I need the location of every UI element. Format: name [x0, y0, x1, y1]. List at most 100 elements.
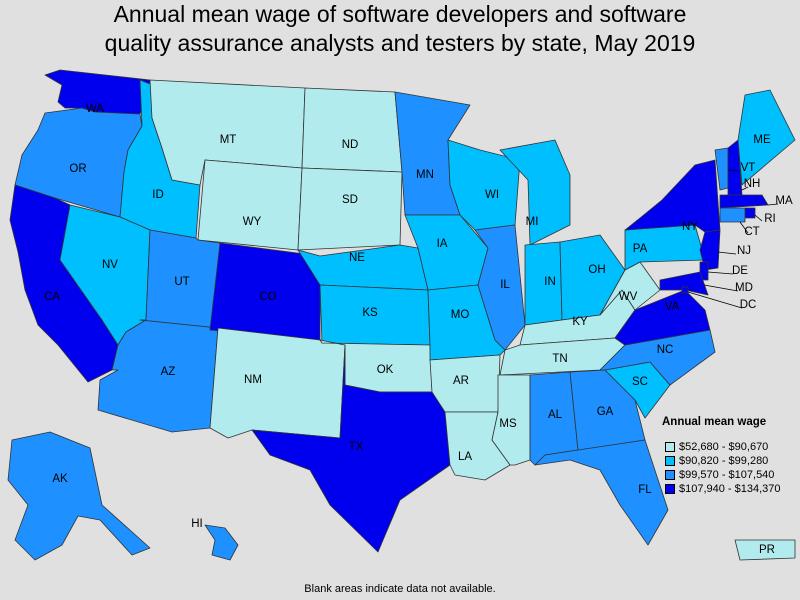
- leader-line-de: [707, 271, 734, 275]
- legend-item: $99,570 - $107,540: [665, 468, 797, 482]
- state-nm: [209, 327, 346, 439]
- state-label-la: LA: [458, 451, 472, 463]
- state-label-nc: NC: [657, 344, 674, 356]
- state-label-ny: NY: [682, 221, 698, 233]
- state-ma: [719, 194, 769, 209]
- state-label-nj: NJ: [737, 245, 751, 257]
- legend-item: $107,940 - $134,370: [665, 482, 797, 496]
- leader-line-md: [703, 284, 739, 292]
- state-mi: [499, 139, 571, 246]
- state-label-ak: AK: [52, 473, 68, 485]
- state-label-ms: MS: [499, 418, 517, 430]
- title-line-2: quality assurance analysts and testers b…: [104, 30, 696, 56]
- state-pr: [734, 539, 796, 561]
- state-label-ri: RI: [764, 213, 776, 225]
- state-label-mn: MN: [416, 169, 434, 181]
- state-md: [659, 271, 709, 296]
- state-fl: [534, 439, 669, 546]
- state-label-fl: FL: [638, 484, 652, 496]
- state-label-md: MD: [735, 282, 753, 294]
- leaders-layer: [687, 169, 779, 309]
- state-label-il: IL: [500, 279, 510, 291]
- legend-swatch: [665, 484, 675, 494]
- state-ct: [719, 207, 746, 223]
- labels-layer: WA OR CA ID NV MT WY UT AZ CO NM ND SD NE KS OK TX MN IA MO…: [44, 103, 793, 556]
- legend-swatch: [665, 456, 675, 466]
- state-label-tx: TX: [349, 441, 364, 453]
- state-wy: [197, 159, 303, 251]
- legend-title: Annual mean wage: [662, 416, 767, 428]
- state-label-co: CO: [259, 291, 276, 303]
- state-ny: [624, 159, 721, 233]
- state-label-wy: WY: [243, 216, 262, 228]
- legend-swatch: [665, 442, 675, 452]
- legend-label: $52,680 - $90,670: [679, 441, 769, 453]
- state-label-mo: MO: [451, 309, 470, 321]
- state-label-id: ID: [152, 189, 164, 201]
- state-label-ky: KY: [572, 316, 588, 328]
- leader-line-ri: [754, 214, 763, 222]
- state-label-pr: PR: [759, 544, 775, 556]
- state-va: [614, 289, 711, 346]
- state-ri: [744, 207, 756, 219]
- leader-line-vt: [727, 169, 739, 172]
- state-label-wv: WV: [619, 291, 638, 303]
- state-tx: [251, 344, 451, 553]
- legend-label: $107,940 - $134,370: [679, 483, 781, 495]
- state-label-dc: DC: [740, 299, 757, 311]
- state-label-vt: VT: [741, 162, 756, 174]
- state-label-tn: TN: [552, 353, 567, 365]
- legend-label: $99,570 - $107,540: [679, 469, 775, 481]
- state-label-ar: AR: [453, 375, 469, 387]
- leader-line-dc: [687, 291, 743, 309]
- legend-item: $52,680 - $90,670: [665, 440, 797, 454]
- leader-line-ct: [739, 221, 749, 234]
- state-label-or: OR: [69, 163, 86, 175]
- leader-line-nj: [717, 251, 737, 255]
- state-label-nd: ND: [342, 139, 359, 151]
- state-label-ok: OK: [377, 364, 394, 376]
- state-sd: [297, 167, 403, 251]
- state-me: [737, 89, 796, 186]
- footnote: Blank areas indicate data not available.: [304, 583, 496, 595]
- legend-swatch: [665, 470, 675, 480]
- state-nj: [699, 229, 721, 271]
- state-label-wa: WA: [86, 103, 104, 115]
- state-label-oh: OH: [588, 264, 605, 276]
- state-label-ca: CA: [44, 291, 60, 303]
- state-ak: [7, 431, 151, 561]
- state-label-ia: IA: [437, 238, 448, 250]
- state-label-va: VA: [665, 301, 680, 313]
- states-layer: [7, 69, 796, 561]
- state-label-ne: NE: [349, 252, 365, 264]
- state-label-me: ME: [753, 134, 771, 146]
- map-title: Annual mean wage of software developers …: [0, 0, 800, 58]
- state-label-in: IN: [544, 276, 556, 288]
- state-label-al: AL: [548, 409, 563, 421]
- state-label-hi: HI: [191, 518, 203, 530]
- leader-line-nh: [741, 186, 749, 191]
- state-label-mi: MI: [526, 216, 539, 228]
- legend: Annual mean wage $52,680 - $90,670 $90,8…: [662, 416, 797, 496]
- state-label-sc: SC: [632, 376, 648, 388]
- leader-line-ma: [767, 203, 779, 206]
- state-label-nm: NM: [244, 374, 262, 386]
- state-label-wi: WI: [485, 189, 499, 201]
- state-label-ut: UT: [174, 276, 189, 288]
- state-label-mt: MT: [220, 134, 237, 146]
- state-hi: [204, 524, 239, 561]
- state-nd: [301, 87, 403, 173]
- legend-label: $90,820 - $99,280: [679, 455, 769, 467]
- state-label-nv: NV: [102, 259, 118, 271]
- state-dc: [681, 286, 689, 294]
- state-label-sd: SD: [342, 194, 358, 206]
- legend-item: $90,820 - $99,280: [665, 454, 797, 468]
- state-label-ga: GA: [597, 406, 614, 418]
- title-line-1: Annual mean wage of software developers …: [113, 1, 687, 27]
- state-il: [474, 224, 526, 351]
- state-label-ct: CT: [744, 226, 759, 238]
- state-label-az: AZ: [161, 366, 176, 378]
- state-label-de: DE: [732, 265, 748, 277]
- state-label-ma: MA: [775, 195, 793, 207]
- state-label-pa: PA: [633, 243, 648, 255]
